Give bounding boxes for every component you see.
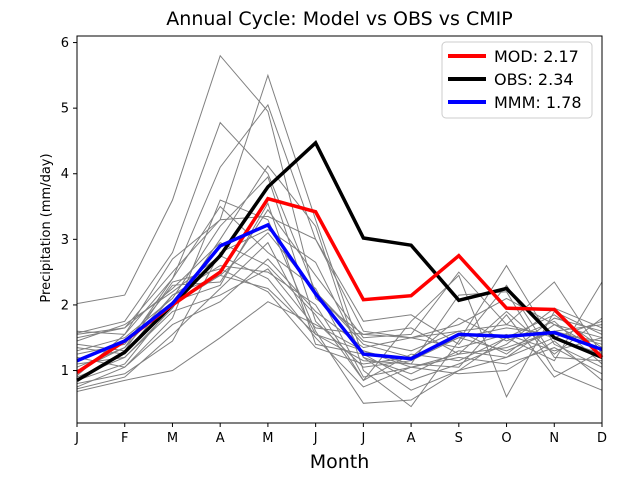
legend-label-mmm: MMM: 1.78: [494, 93, 582, 112]
chart-title: Annual Cycle: Model vs OBS vs CMIP: [166, 8, 512, 30]
y-axis-label: Precipitation (mm/day): [39, 153, 54, 302]
cmip-model-line-5: [76, 199, 603, 404]
x-tick-label: J: [313, 431, 318, 446]
cmip-model-line-4: [76, 103, 603, 371]
plot-frame: [76, 35, 603, 424]
x-tick-label: J: [74, 431, 79, 446]
y-axis-ticks: 1 2 3 4 5 6: [61, 36, 77, 379]
x-tick-label: S: [455, 431, 463, 446]
cmip-model-line-20: [76, 274, 603, 378]
cmip-model-line-15: [76, 255, 603, 388]
y-tick-label: 6: [61, 36, 69, 51]
y-tick-label: 3: [61, 233, 69, 248]
legend-label-mod: MOD: 2.17: [494, 47, 579, 66]
x-tick-label: M: [167, 431, 178, 446]
x-axis-label: Month: [310, 451, 370, 473]
x-tick-label: N: [549, 431, 559, 446]
legend-box: [441, 41, 593, 119]
y-tick-label: 2: [61, 298, 69, 313]
y-tick-label: 5: [61, 102, 69, 117]
cmip-model-line-3: [76, 73, 603, 377]
cmip-model-line-19: [76, 268, 603, 378]
x-tick-label: D: [597, 431, 607, 446]
cmip-model-line-22: [76, 228, 603, 391]
x-tick-label: A: [407, 431, 416, 446]
cmip-model-lines: [76, 54, 603, 408]
series-line-mmm: [76, 222, 603, 363]
main-series-lines: [76, 140, 604, 382]
y-tick-label: 1: [61, 364, 69, 379]
cmip-model-line-13: [76, 265, 603, 382]
cmip-model-line-18: [76, 268, 603, 365]
x-tick-label: J: [360, 431, 365, 446]
legend-label-obs: OBS: 2.34: [494, 70, 574, 89]
x-tick-label: F: [121, 431, 128, 446]
cmip-model-line-7: [76, 301, 603, 392]
cmip-model-line-6: [76, 165, 603, 408]
legend: MOD: 2.17 OBS: 2.34 MMM: 1.78: [441, 41, 593, 119]
x-tick-label: O: [501, 431, 511, 446]
y-tick-label: 4: [61, 167, 69, 182]
x-tick-label: A: [216, 431, 225, 446]
cmip-model-line-21: [76, 205, 603, 378]
x-tick-label: M: [262, 431, 273, 446]
